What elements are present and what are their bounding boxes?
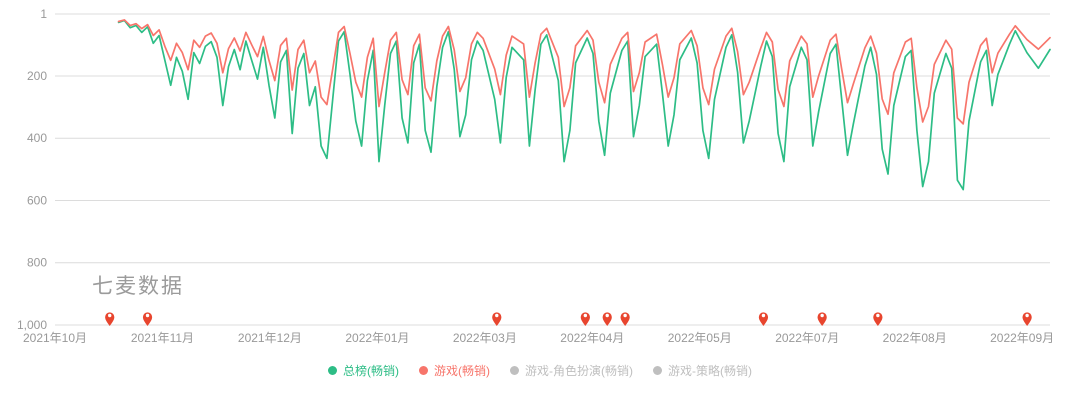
version-update-marker-icon[interactable] — [602, 312, 612, 326]
y-axis-label: 200 — [27, 69, 47, 83]
x-axis-label: 2022年01月 — [345, 331, 409, 345]
version-update-marker-icon[interactable] — [620, 312, 630, 326]
x-axis-label: 2021年12月 — [238, 331, 302, 345]
version-update-marker-dot — [1025, 313, 1029, 318]
legend-item[interactable]: 游戏(畅销) — [419, 362, 490, 379]
version-update-marker-dot — [583, 313, 588, 318]
x-axis-label: 2022年03月 — [453, 331, 517, 345]
legend-item[interactable]: 总榜(畅销) — [328, 362, 399, 379]
version-update-marker-dot — [495, 313, 499, 318]
legend-dot-icon — [328, 366, 337, 375]
version-update-marker-dot — [605, 313, 609, 318]
x-axis-label: 2022年09月 — [990, 331, 1054, 345]
version-update-marker-icon[interactable] — [873, 312, 883, 326]
version-update-marker-dot — [623, 313, 627, 318]
legend-label: 游戏-角色扮演(畅销) — [525, 364, 633, 378]
version-update-marker-dot — [108, 313, 112, 318]
x-axis-label: 2022年07月 — [775, 331, 839, 345]
y-axis-label: 400 — [27, 131, 47, 145]
x-axis-label: 2022年08月 — [883, 331, 947, 345]
x-axis-label: 2022年05月 — [668, 331, 732, 345]
y-axis-label: 800 — [27, 256, 47, 270]
version-update-marker-dot — [820, 313, 824, 318]
version-update-marker-icon[interactable] — [105, 312, 115, 326]
legend-dot-icon — [653, 366, 662, 375]
version-update-marker-dot — [876, 313, 880, 318]
version-update-marker-dot — [761, 313, 766, 318]
x-axis-label: 2021年10月 — [23, 331, 87, 345]
legend-item[interactable]: 游戏-角色扮演(畅销) — [510, 362, 633, 379]
series-line[interactable] — [117, 19, 1051, 125]
version-update-marker-icon[interactable] — [758, 312, 769, 326]
legend-item[interactable]: 游戏-策略(畅销) — [653, 362, 752, 379]
watermark: 七麦数据 — [92, 275, 184, 298]
series-line[interactable] — [117, 19, 1051, 191]
x-axis-label: 2021年11月 — [131, 331, 194, 345]
legend-dot-icon — [510, 366, 519, 375]
x-axis-label: 2022年04月 — [560, 331, 624, 345]
version-update-marker-dot — [145, 313, 150, 318]
legend-label: 总榜(畅销) — [343, 364, 399, 378]
version-update-marker-icon[interactable] — [492, 312, 502, 326]
legend-dot-icon — [419, 366, 428, 375]
version-update-marker-icon[interactable] — [580, 312, 590, 326]
y-axis-label: 1,000 — [17, 318, 47, 332]
version-update-marker-icon[interactable] — [1022, 312, 1032, 326]
y-axis-label: 600 — [27, 193, 47, 207]
legend-label: 游戏(畅销) — [434, 364, 490, 378]
legend: 总榜(畅销) 游戏(畅销) 游戏-角色扮演(畅销) 游戏-策略(畅销) — [0, 362, 1080, 379]
version-update-marker-icon[interactable] — [142, 312, 153, 326]
legend-label: 游戏-策略(畅销) — [668, 364, 752, 378]
y-axis-label: 1 — [40, 7, 47, 21]
version-update-marker-icon[interactable] — [817, 312, 827, 326]
